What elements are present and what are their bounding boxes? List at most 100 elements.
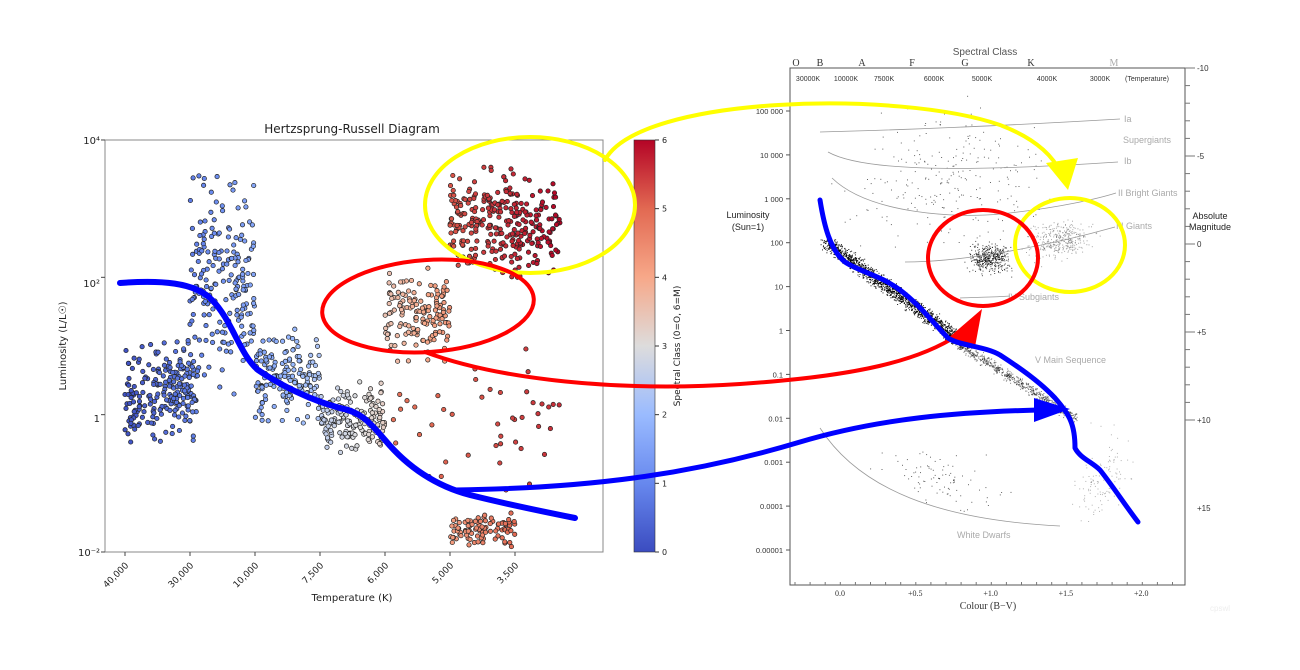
star-point	[981, 257, 982, 259]
star-point	[972, 354, 974, 356]
star-point	[1038, 242, 1040, 244]
star-point	[995, 361, 997, 363]
star-point	[975, 240, 977, 242]
star-point	[935, 317, 937, 319]
star-point	[1060, 236, 1062, 238]
data-point	[475, 539, 481, 545]
star-point	[1073, 232, 1075, 234]
data-point	[241, 331, 247, 337]
star-point	[859, 274, 861, 275]
star-point	[943, 216, 945, 218]
star-point	[996, 262, 998, 264]
data-point	[188, 352, 194, 358]
star-point	[937, 320, 939, 322]
data-point	[174, 375, 181, 381]
star-point	[930, 312, 932, 314]
star-point	[863, 266, 865, 268]
star-point	[1046, 395, 1048, 397]
star-point	[991, 358, 993, 360]
star-point	[856, 261, 857, 263]
data-point	[534, 217, 540, 223]
star-point	[1035, 394, 1037, 396]
star-point	[1068, 241, 1069, 243]
star-point	[882, 288, 884, 290]
star-point	[1002, 270, 1003, 271]
temperature-labels: 30000K 10000K 7500K 6000K 5000K 4000K 3000K (Te…	[796, 76, 1169, 83]
star-point	[1011, 276, 1013, 278]
star-point	[917, 311, 919, 313]
star-point	[904, 192, 906, 194]
star-point	[1063, 417, 1065, 419]
star-point	[878, 283, 880, 284]
star-point	[978, 268, 980, 270]
star-point	[1057, 244, 1059, 245]
data-point	[228, 272, 234, 278]
star-point	[1009, 379, 1011, 381]
star-point	[990, 149, 992, 151]
star-point	[943, 199, 945, 201]
star-point	[1076, 244, 1078, 246]
spectral-class-label: F	[909, 58, 915, 69]
star-point	[974, 259, 976, 261]
star-point	[844, 253, 846, 255]
data-point	[398, 406, 404, 412]
star-point	[998, 266, 1000, 268]
data-point	[451, 238, 457, 244]
data-point	[197, 233, 203, 239]
star-point	[1113, 459, 1115, 461]
star-point	[1054, 248, 1055, 250]
star-point	[977, 253, 979, 255]
data-point	[160, 373, 166, 379]
star-point	[1086, 240, 1088, 242]
star-point	[1049, 255, 1050, 257]
data-point	[369, 410, 375, 416]
star-point	[900, 297, 901, 299]
star-point	[867, 276, 869, 278]
star-point	[1045, 399, 1047, 401]
star-point	[948, 232, 950, 234]
data-point	[460, 228, 466, 234]
star-point	[869, 269, 871, 271]
star-point	[1070, 231, 1072, 233]
data-point	[235, 259, 241, 265]
data-point	[512, 251, 518, 257]
data-point	[443, 459, 449, 465]
star-point	[847, 257, 849, 259]
star-point	[994, 360, 996, 362]
star-point	[975, 259, 976, 261]
spectral-class-label: K	[1027, 58, 1035, 69]
data-point	[205, 249, 211, 255]
star-point	[916, 150, 918, 152]
star-point	[989, 257, 991, 259]
star-point	[1025, 386, 1027, 388]
star-point	[986, 265, 988, 267]
star-point	[1062, 237, 1063, 239]
star-point	[1046, 241, 1048, 243]
star-point	[835, 239, 837, 241]
data-point	[131, 383, 137, 390]
data-point	[485, 205, 491, 211]
star-point	[867, 281, 869, 283]
star-point	[1098, 475, 1100, 477]
star-point	[1063, 240, 1065, 242]
star-point	[974, 356, 976, 358]
data-point	[508, 544, 514, 550]
star-point	[923, 307, 925, 309]
star-point	[885, 285, 887, 287]
data-point	[123, 405, 129, 411]
data-point	[405, 358, 411, 364]
star-point	[824, 246, 826, 248]
data-point	[206, 259, 212, 265]
star-point	[987, 257, 989, 259]
star-point	[826, 239, 828, 241]
star-point	[837, 248, 839, 249]
star-point	[1040, 236, 1042, 238]
star-point	[964, 178, 966, 180]
star-point	[927, 310, 929, 311]
star-point	[917, 301, 919, 303]
star-point	[1051, 400, 1053, 402]
data-point	[212, 248, 218, 254]
star-point	[862, 265, 864, 266]
star-point	[893, 296, 895, 298]
star-point	[941, 324, 943, 326]
